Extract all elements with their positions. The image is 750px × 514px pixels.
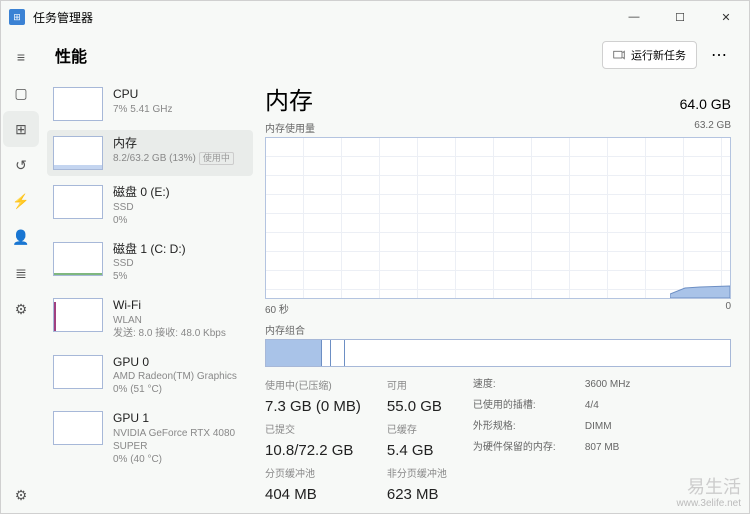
status-badge: 使用中 (199, 152, 234, 166)
more-button[interactable]: ⋯ (703, 40, 735, 70)
card-wifi[interactable]: Wi-Fi WLAN 发送: 8.0 接收: 48.0 Kbps (47, 292, 253, 346)
services-icon[interactable]: ⚙ (3, 291, 39, 327)
app-icon: ⊞ (9, 9, 25, 25)
close-button[interactable]: ✕ (703, 1, 749, 33)
minimize-button[interactable]: — (611, 1, 657, 33)
perf-sidebar: CPU 7% 5.41 GHz 内存 8.2/63.2 GB (13%)使用中 … (41, 77, 259, 513)
page-title: 性能 (55, 43, 602, 67)
detail-pane: 内存 64.0 GB 内存使用量 63.2 GB 60 秒 0 内存组合 (259, 77, 749, 513)
settings-icon[interactable]: ⚙ (3, 477, 39, 513)
menu-icon[interactable]: ≡ (3, 39, 39, 75)
run-new-task-button[interactable]: 运行新任务 (602, 41, 697, 69)
gpu0-thumb (53, 355, 103, 389)
detail-title: 内存 (265, 81, 680, 116)
composition-bar (265, 339, 731, 367)
nav-sidebar: ≡▢⊞↺⚡👤≣⚙ ⚙ (1, 33, 41, 513)
card-cpu[interactable]: CPU 7% 5.41 GHz (47, 81, 253, 127)
usage-graph (265, 137, 731, 299)
play-icon (613, 49, 625, 61)
users-icon[interactable]: 👤 (3, 219, 39, 255)
memory-total: 64.0 GB (680, 96, 731, 112)
details-icon[interactable]: ≣ (3, 255, 39, 291)
watermark: 易生活 www.3elife.net (677, 478, 741, 509)
startup-icon[interactable]: ⚡ (3, 183, 39, 219)
memory-thumb (53, 136, 103, 170)
history-icon[interactable]: ↺ (3, 147, 39, 183)
processes-icon[interactable]: ▢ (3, 75, 39, 111)
disk1-thumb (53, 242, 103, 276)
card-disk0[interactable]: 磁盘 0 (E:) SSD 0% (47, 179, 253, 233)
card-gpu0[interactable]: GPU 0 AMD Radeon(TM) Graphics 0% (51 °C) (47, 349, 253, 403)
titlebar: ⊞ 任务管理器 — ☐ ✕ (1, 1, 749, 33)
card-disk1[interactable]: 磁盘 1 (C: D:) SSD 5% (47, 236, 253, 290)
card-gpu1[interactable]: GPU 1 NVIDIA GeForce RTX 4080 SUPER 0% (… (47, 405, 253, 472)
gpu1-thumb (53, 411, 103, 445)
disk0-thumb (53, 185, 103, 219)
cpu-thumb (53, 87, 103, 121)
app-title: 任务管理器 (33, 9, 611, 26)
card-memory[interactable]: 内存 8.2/63.2 GB (13%)使用中 (47, 130, 253, 176)
maximize-button[interactable]: ☐ (657, 1, 703, 33)
page-header: 性能 运行新任务 ⋯ (41, 33, 749, 77)
performance-icon[interactable]: ⊞ (3, 111, 39, 147)
wifi-thumb (53, 298, 103, 332)
